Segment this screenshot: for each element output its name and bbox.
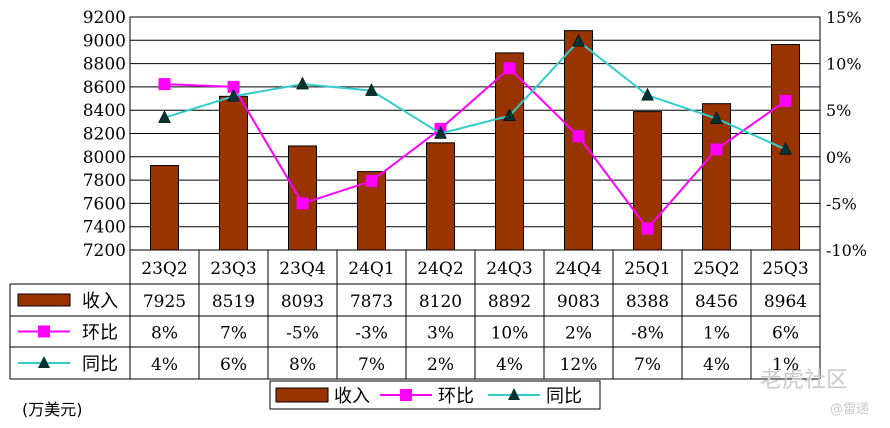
y-left-tick: 8600 bbox=[83, 78, 126, 98]
mom-point bbox=[365, 175, 378, 188]
mom-point bbox=[227, 80, 240, 93]
table-cell: 2% bbox=[565, 324, 592, 344]
x-tick-label: 24Q4 bbox=[555, 259, 601, 279]
table-cell: 8892 bbox=[488, 292, 531, 312]
yoy-point bbox=[434, 125, 447, 139]
x-tick-label: 23Q4 bbox=[279, 259, 325, 279]
y-left-tick: 9000 bbox=[83, 31, 126, 51]
y-left-tick: 7400 bbox=[83, 218, 126, 238]
y-right-tick: -5% bbox=[826, 194, 857, 213]
table-cell: 1% bbox=[772, 355, 799, 375]
table-key-marker bbox=[38, 325, 50, 338]
table-cell: 7873 bbox=[350, 292, 393, 312]
yoy-point bbox=[227, 88, 240, 102]
mom-point bbox=[779, 94, 792, 107]
table-cell: 7% bbox=[634, 355, 661, 375]
y-right-tick: 15% bbox=[826, 8, 862, 27]
table-cell: 7925 bbox=[143, 292, 186, 312]
table-key-marker bbox=[38, 356, 50, 368]
table-cell: 6% bbox=[220, 355, 247, 375]
legend-key-revenue bbox=[275, 387, 329, 403]
table-cell: 8388 bbox=[626, 292, 669, 312]
table-cell: 8964 bbox=[764, 292, 807, 312]
x-tick-label: 24Q3 bbox=[486, 259, 532, 279]
yoy-point bbox=[710, 111, 723, 124]
table-row-label: 收入 bbox=[82, 291, 118, 312]
mom-point bbox=[503, 62, 516, 75]
table-row-label: 同比 bbox=[82, 354, 118, 375]
y-left-tick: 7800 bbox=[83, 171, 126, 191]
x-tick-label: 25Q3 bbox=[762, 259, 808, 279]
yoy-point bbox=[503, 108, 516, 122]
mom-point bbox=[572, 130, 585, 143]
legend-label: 收入 bbox=[334, 386, 370, 407]
unit-note: (万美元) bbox=[22, 400, 83, 419]
table-cell: 3% bbox=[427, 324, 454, 344]
mom-point bbox=[158, 78, 171, 91]
watermark-author: @雷递 bbox=[830, 402, 870, 417]
y-left-tick: 8000 bbox=[83, 148, 126, 168]
table-cell: 4% bbox=[151, 355, 178, 375]
y-left-tick: 8800 bbox=[83, 55, 126, 75]
x-tick-label: 23Q2 bbox=[141, 259, 187, 279]
yoy-point bbox=[158, 110, 171, 123]
x-tick-label: 24Q1 bbox=[348, 259, 394, 279]
y-left-tick: 8200 bbox=[83, 125, 126, 145]
yoy-point bbox=[365, 83, 378, 96]
y-right-tick: -10% bbox=[826, 241, 867, 260]
x-tick-label: 23Q3 bbox=[210, 259, 256, 279]
table-cell: 9083 bbox=[557, 292, 600, 312]
legend-label: 环比 bbox=[438, 386, 474, 407]
table-cell: -3% bbox=[355, 324, 388, 344]
y-left-tick: 7600 bbox=[83, 194, 126, 214]
revenue-bar bbox=[495, 52, 524, 251]
revenue-bar bbox=[702, 103, 731, 251]
y-right-tick: 10% bbox=[826, 55, 862, 74]
y-left-tick: 8400 bbox=[83, 101, 126, 121]
table-cell: 7% bbox=[220, 324, 247, 344]
y-right-tick: 0% bbox=[826, 148, 851, 167]
yoy-line bbox=[164, 39, 786, 151]
x-tick-label: 25Q2 bbox=[693, 259, 739, 279]
yoy-point bbox=[296, 76, 309, 90]
mom-point bbox=[641, 222, 654, 235]
y-right-tick: 5% bbox=[826, 101, 851, 120]
table-key-revenue bbox=[17, 293, 71, 307]
table-cell: -5% bbox=[286, 324, 319, 344]
y-left-tick: 7200 bbox=[83, 241, 126, 261]
mom-point bbox=[296, 197, 309, 210]
legend-key-mom-marker bbox=[400, 389, 412, 401]
yoy-point bbox=[641, 87, 654, 101]
x-tick-label: 25Q1 bbox=[624, 259, 670, 279]
table-cell: 8093 bbox=[281, 292, 324, 312]
table-cell: 8% bbox=[289, 355, 316, 375]
table-cell: 1% bbox=[703, 324, 730, 344]
legend-label: 同比 bbox=[546, 386, 582, 407]
mom-line bbox=[164, 66, 787, 231]
x-tick-label: 24Q2 bbox=[417, 259, 463, 279]
mom-point bbox=[710, 143, 723, 156]
table-cell: 8% bbox=[151, 324, 178, 344]
table-cell: 6% bbox=[772, 324, 799, 344]
table-cell: 4% bbox=[496, 355, 523, 375]
y-left-tick: 9200 bbox=[83, 8, 126, 28]
table-cell: 7% bbox=[358, 355, 385, 375]
table-cell: 8519 bbox=[212, 292, 255, 312]
table-cell: 4% bbox=[703, 355, 730, 375]
revenue-bar bbox=[150, 165, 179, 251]
table-cell: 12% bbox=[560, 355, 598, 375]
yoy-point bbox=[572, 33, 585, 47]
table-cell: 10% bbox=[491, 324, 529, 344]
revenue-bar bbox=[219, 95, 248, 251]
table-cell: 8456 bbox=[695, 292, 738, 312]
table-cell: 2% bbox=[427, 355, 454, 375]
table-cell: 8120 bbox=[419, 292, 462, 312]
yoy-point bbox=[779, 141, 792, 155]
legend-key-yoy-marker bbox=[508, 388, 520, 400]
table-cell: -8% bbox=[631, 324, 664, 344]
revenue-bar bbox=[426, 142, 455, 251]
watermark-text: 老虎社区 bbox=[760, 368, 849, 393]
table-row-label: 环比 bbox=[82, 323, 118, 344]
